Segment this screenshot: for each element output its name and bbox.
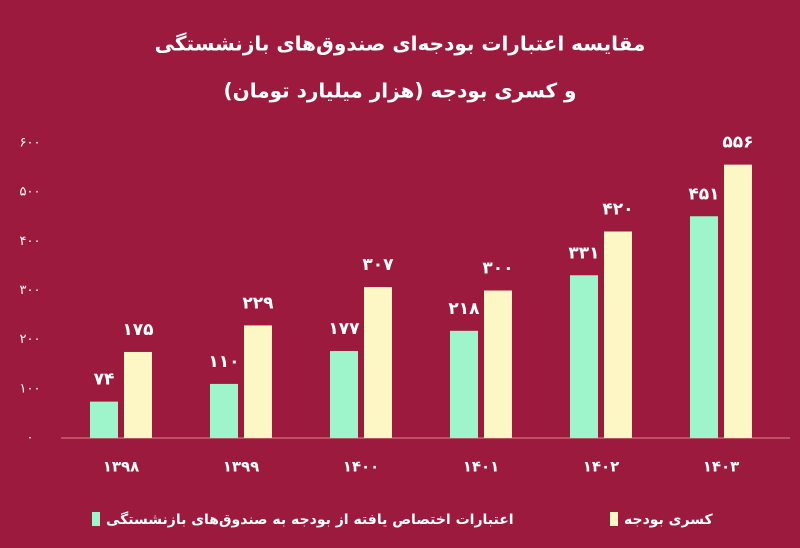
- x-tick-label: ۱۴۰۳: [703, 458, 740, 476]
- y-tick-label: ۰: [27, 431, 34, 446]
- bar: [690, 216, 718, 438]
- value-label: ۲۱۸: [448, 299, 480, 319]
- bar: [330, 350, 358, 438]
- bar: [570, 275, 598, 438]
- x-tick-label: ۱۴۰۰: [343, 458, 380, 476]
- value-label: ۲۲۹: [242, 293, 274, 313]
- y-tick-label: ۱۰۰: [20, 381, 41, 396]
- legend-label: کسری بودجه: [624, 512, 713, 528]
- legend-label: اعتبارات اختصاص یافته از بودجه به صندوق‌…: [106, 511, 514, 528]
- y-tick-label: ۲۰۰: [20, 332, 41, 347]
- value-label: ۱۷۵: [122, 320, 153, 340]
- value-label: ۴۲۰: [602, 200, 633, 220]
- value-label: ۳۰۷: [362, 255, 394, 275]
- bar: [450, 330, 478, 438]
- x-tick-label: ۱۴۰۲: [583, 458, 620, 476]
- x-tick-label: ۱۳۹۸: [103, 458, 140, 476]
- bar: [484, 290, 512, 438]
- bar: [90, 401, 118, 438]
- y-tick-label: ۴۰۰: [20, 234, 41, 249]
- bar: [604, 231, 632, 438]
- legend-marker: [92, 512, 100, 526]
- y-tick-label: ۳۰۰: [20, 283, 41, 298]
- bar: [124, 351, 152, 438]
- x-tick-label: ۱۳۹۹: [223, 458, 260, 476]
- y-tick-label: ۶۰۰: [20, 136, 41, 151]
- value-label: ۵۵۶: [722, 133, 753, 153]
- bar: [244, 325, 272, 438]
- y-tick-label: ۵۰۰: [20, 185, 41, 200]
- chart-title: مقایسه اعتبارات بودجه‌ای صندوق‌های بازنش…: [155, 32, 646, 56]
- bar: [724, 164, 752, 438]
- value-label: ۱۷۷: [328, 319, 360, 339]
- value-label: ۳۳۱: [568, 243, 599, 263]
- value-label: ۱۱۰: [208, 352, 239, 372]
- chart-subtitle: و کسری بودجه (هزار میلیارد تومان): [224, 79, 577, 103]
- legend-marker: [610, 512, 618, 526]
- value-label: ۴۵۱: [688, 184, 719, 204]
- bar: [210, 383, 238, 438]
- x-tick-label: ۱۴۰۱: [463, 458, 500, 476]
- bar: [364, 287, 392, 438]
- value-label: ۳۰۰: [482, 259, 513, 279]
- value-label: ۷۴: [94, 370, 115, 390]
